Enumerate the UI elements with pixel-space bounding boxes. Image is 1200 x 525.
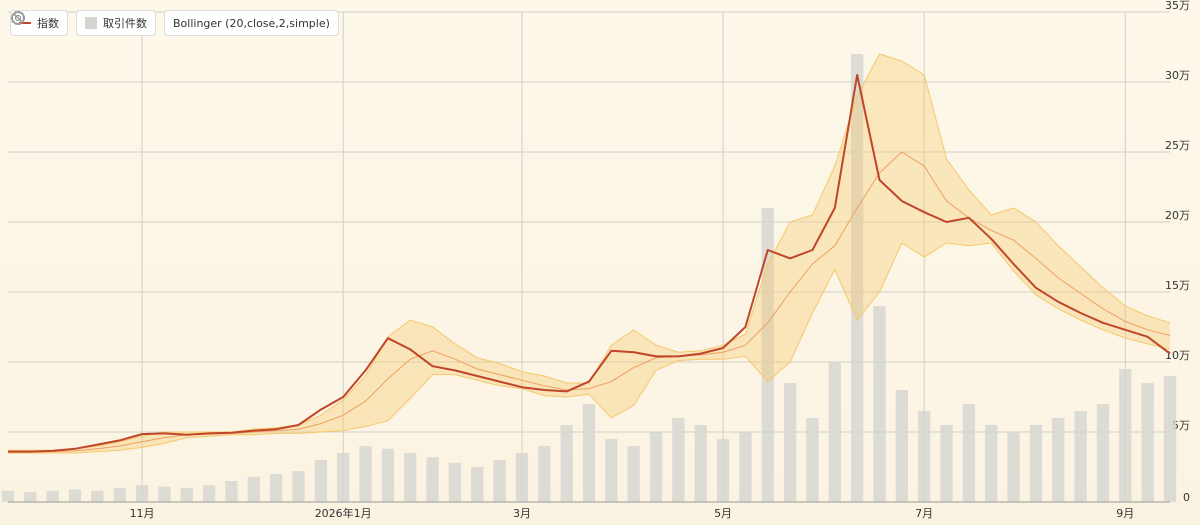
volume-bar <box>180 488 193 502</box>
bollinger-lower <box>8 242 1171 454</box>
legend-swatch <box>85 17 97 29</box>
y-tick-label: 35万 <box>1165 0 1190 12</box>
x-tick-label: 7月 <box>915 507 933 520</box>
volume-bar <box>716 439 730 502</box>
volume-bar <box>873 306 886 502</box>
volume-bar <box>806 418 819 502</box>
volume-bar <box>627 446 640 502</box>
volume-bar <box>739 432 752 502</box>
volume-bar <box>895 390 908 502</box>
x-tick-label: 9月 <box>1116 507 1134 520</box>
y-tick-label: 15万 <box>1165 279 1190 292</box>
y-tick-label: 30万 <box>1165 69 1190 82</box>
volume-bar <box>113 488 126 502</box>
volume-bar <box>582 404 596 502</box>
bollinger-band <box>8 54 1170 453</box>
x-tick-label: 11月 <box>130 507 155 520</box>
x-tick-label: 3月 <box>513 507 531 520</box>
volume-bar <box>471 467 484 502</box>
volume-bar <box>985 425 998 502</box>
volume-bar <box>940 425 953 502</box>
volume-bar <box>1074 411 1087 502</box>
y-tick-label: 0 <box>1183 491 1190 504</box>
hide-icon[interactable] <box>10 10 26 26</box>
y-tick-label: 5万 <box>1172 419 1190 432</box>
x-tick-label: 2026年1月 <box>315 506 372 520</box>
volume-bar <box>24 492 37 502</box>
volume-bar <box>783 383 797 502</box>
legend-label: 取引件数 <box>103 17 147 30</box>
volume-bar <box>158 486 171 502</box>
volume-bar <box>962 404 976 502</box>
volume-bar <box>828 362 841 502</box>
volume-bar <box>649 432 663 502</box>
y-tick-label: 10万 <box>1165 349 1190 362</box>
legend-swatch <box>19 22 31 24</box>
y-tick-label: 20万 <box>1165 209 1190 222</box>
legend-label: Bollinger (20,close,2,simple) <box>173 16 330 30</box>
volume-bar <box>1007 432 1020 502</box>
volume-bar <box>605 439 618 502</box>
legend-item[interactable]: Bollinger (20,close,2,simple) <box>11 10 339 36</box>
volume-bar <box>1029 425 1043 502</box>
volume-bar <box>337 453 350 502</box>
volume-bar <box>225 481 238 502</box>
volume-bar <box>672 418 685 502</box>
index-line <box>8 74 1171 453</box>
volume-bar <box>1 490 15 502</box>
volume-bar <box>560 425 573 502</box>
legend: 指数 取引件数 Bollinger (20,close,2,simple) <box>10 10 339 36</box>
volume-bar <box>761 208 774 502</box>
bollinger-upper <box>8 53 1171 451</box>
volume-bar <box>918 411 931 502</box>
volume-bar <box>448 462 462 502</box>
volume-bar <box>694 425 707 502</box>
volume-bar <box>270 474 283 502</box>
volume-bar <box>292 471 305 502</box>
volume-bar <box>314 460 327 502</box>
volume-bar <box>381 448 395 502</box>
volume-bar <box>247 476 260 502</box>
volume-bar <box>1096 404 1110 502</box>
x-tick-label: 5月 <box>714 507 732 520</box>
y-tick-label: 25万 <box>1165 139 1190 152</box>
volume-bar <box>1141 383 1154 502</box>
volume-bar <box>404 453 417 502</box>
volume-bar <box>46 490 59 502</box>
volume-bar <box>1052 418 1065 502</box>
volume-bar <box>135 485 149 502</box>
volume-bar <box>359 446 372 502</box>
volume-bar <box>1119 369 1132 502</box>
legend-item[interactable]: 取引件数 <box>11 10 156 36</box>
legend-label: 指数 <box>37 17 59 30</box>
volume-bar <box>91 490 104 502</box>
volume-bar <box>68 489 82 502</box>
volume-bar <box>851 54 864 502</box>
volume-bar <box>538 446 551 502</box>
volume-bar <box>1163 376 1177 502</box>
volume-bar <box>202 485 216 502</box>
volume-bar <box>493 460 506 502</box>
volume-bar <box>426 457 439 502</box>
volume-bar <box>515 453 529 502</box>
